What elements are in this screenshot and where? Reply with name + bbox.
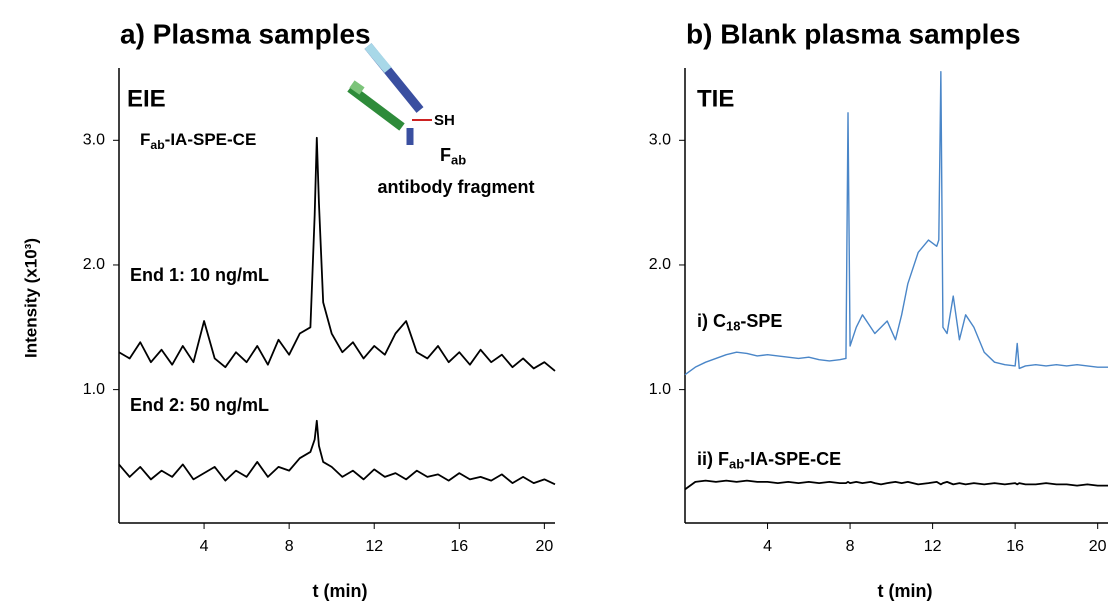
text-segment: -IA-SPE-CE — [744, 449, 841, 469]
subscript: ab — [729, 457, 744, 472]
text-segment: End 1: 10 ng/mL — [130, 265, 269, 285]
x-tick-label: 20 — [535, 538, 553, 555]
text-segment: -SPE — [740, 311, 782, 331]
x-tick-label: 12 — [365, 538, 383, 555]
series-label: End 1: 10 ng/mL — [130, 265, 269, 285]
light-chain-end — [349, 80, 365, 95]
y-tick-label: 2.0 — [83, 256, 105, 273]
thiol-label: SH — [434, 112, 455, 129]
fragment-caption: antibody fragment — [377, 177, 534, 197]
antibody-icon — [347, 43, 432, 145]
fragment-label: Fab — [440, 145, 466, 168]
trace — [118, 419, 556, 486]
series-label: i) C18-SPE — [697, 311, 782, 334]
y-tick-label: 2.0 — [649, 256, 671, 273]
x-tick-label: 12 — [924, 538, 942, 555]
text-segment: ii) F — [697, 449, 729, 469]
series-label: ii) Fab-IA-SPE-CE — [697, 449, 841, 472]
x-tick-label: 16 — [450, 538, 468, 555]
text-segment: F — [140, 130, 150, 149]
y-tick-label: 1.0 — [83, 381, 105, 398]
subscript: ab — [451, 153, 466, 168]
text-segment: F — [440, 145, 451, 165]
panel-label: TIE — [697, 85, 734, 112]
trace — [118, 136, 556, 372]
y-tick-label: 3.0 — [83, 132, 105, 149]
panel-title: a) Plasma samples — [120, 18, 371, 49]
y-tick-label: 1.0 — [649, 381, 671, 398]
series-label: End 2: 50 ng/mL — [130, 395, 269, 415]
light-chain — [347, 84, 405, 131]
method-label: Fab-IA-SPE-CE — [140, 130, 256, 152]
subscript: 18 — [726, 319, 740, 334]
x-tick-label: 8 — [285, 538, 294, 555]
trace — [684, 71, 1108, 376]
trace — [684, 479, 1108, 491]
x-tick-label: 4 — [200, 538, 209, 555]
panel-label: EIE — [127, 85, 166, 112]
y-axis-label: Intensity (x10³) — [21, 238, 40, 358]
x-tick-label: 4 — [763, 538, 772, 555]
text-segment: -IA-SPE-CE — [165, 130, 257, 149]
x-axis-label: t (min) — [878, 581, 933, 601]
x-tick-label: 20 — [1089, 538, 1107, 555]
x-tick-label: 16 — [1006, 538, 1024, 555]
y-tick-label: 3.0 — [649, 132, 671, 149]
text-segment: i) C — [697, 311, 726, 331]
x-tick-label: 8 — [846, 538, 855, 555]
subscript: ab — [150, 138, 164, 152]
panel-title: b) Blank plasma samples — [686, 18, 1021, 49]
text-segment: End 2: 50 ng/mL — [130, 395, 269, 415]
heavy-chain-end — [364, 43, 392, 73]
x-axis-label: t (min) — [313, 581, 368, 601]
